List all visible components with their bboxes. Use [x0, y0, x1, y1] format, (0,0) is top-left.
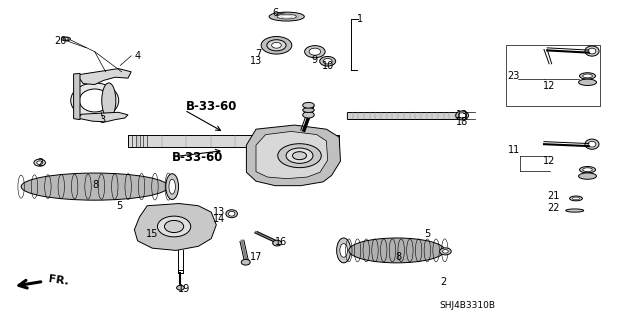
Ellipse shape [63, 38, 68, 40]
Ellipse shape [579, 173, 596, 179]
Text: 2: 2 [440, 277, 447, 287]
Bar [128, 135, 339, 147]
Text: 13: 13 [456, 110, 468, 120]
Ellipse shape [585, 46, 599, 56]
Ellipse shape [570, 196, 582, 201]
Ellipse shape [36, 161, 42, 165]
Ellipse shape [226, 210, 237, 218]
Ellipse shape [157, 216, 191, 237]
Text: B-33-60: B-33-60 [172, 152, 223, 164]
Text: 18: 18 [456, 117, 468, 127]
Ellipse shape [349, 238, 445, 263]
Ellipse shape [573, 197, 580, 200]
Text: 13: 13 [250, 56, 262, 66]
Text: SHJ4B3310B: SHJ4B3310B [439, 301, 495, 310]
Ellipse shape [169, 179, 175, 194]
Text: 2: 2 [37, 158, 44, 168]
Ellipse shape [588, 141, 596, 147]
Ellipse shape [34, 159, 45, 166]
Ellipse shape [309, 48, 321, 55]
Ellipse shape [70, 83, 119, 118]
Ellipse shape [61, 37, 70, 41]
Text: 13: 13 [213, 207, 225, 217]
Ellipse shape [440, 248, 451, 255]
Polygon shape [74, 73, 80, 120]
Text: 1: 1 [357, 14, 364, 24]
Ellipse shape [337, 238, 351, 263]
Ellipse shape [320, 56, 336, 66]
Text: 4: 4 [134, 51, 141, 61]
Ellipse shape [340, 244, 348, 257]
Ellipse shape [323, 59, 332, 64]
Ellipse shape [102, 83, 116, 118]
Polygon shape [77, 112, 128, 122]
Ellipse shape [588, 48, 596, 54]
Ellipse shape [583, 168, 593, 172]
Text: 8: 8 [93, 180, 99, 190]
Ellipse shape [164, 220, 184, 233]
Text: 17: 17 [250, 252, 262, 262]
Ellipse shape [269, 12, 305, 21]
Ellipse shape [21, 173, 168, 200]
Text: 9: 9 [312, 55, 318, 65]
Text: 5: 5 [424, 229, 431, 240]
Text: B-33-60: B-33-60 [186, 100, 237, 113]
Ellipse shape [585, 139, 599, 149]
Ellipse shape [566, 209, 584, 212]
Ellipse shape [303, 108, 314, 113]
Text: 8: 8 [396, 252, 402, 262]
Text: 6: 6 [272, 8, 278, 19]
Bar [506, 45, 600, 106]
Ellipse shape [303, 112, 314, 118]
Ellipse shape [272, 42, 282, 48]
Text: 3: 3 [99, 115, 106, 125]
Text: 12: 12 [543, 81, 555, 91]
Text: 14: 14 [213, 213, 225, 224]
Ellipse shape [580, 73, 595, 79]
Ellipse shape [177, 285, 184, 290]
Ellipse shape [166, 174, 179, 199]
Text: 15: 15 [146, 229, 158, 240]
Text: 20: 20 [54, 36, 67, 47]
Text: 19: 19 [178, 284, 190, 294]
Ellipse shape [286, 148, 313, 163]
Ellipse shape [292, 152, 307, 160]
Polygon shape [256, 131, 328, 179]
Text: 10: 10 [322, 61, 334, 71]
Ellipse shape [305, 46, 325, 58]
Polygon shape [134, 204, 216, 250]
Polygon shape [246, 125, 340, 186]
Text: 5: 5 [116, 201, 123, 211]
Ellipse shape [580, 167, 595, 173]
Bar [347, 112, 461, 119]
Text: 7: 7 [255, 49, 261, 59]
Text: 12: 12 [543, 156, 555, 166]
Ellipse shape [443, 249, 448, 253]
Ellipse shape [278, 144, 321, 168]
Ellipse shape [228, 211, 235, 216]
Ellipse shape [261, 36, 292, 54]
Ellipse shape [277, 14, 296, 19]
Text: 22: 22 [547, 203, 560, 213]
Text: 21: 21 [547, 191, 559, 201]
Text: 11: 11 [508, 145, 520, 155]
Polygon shape [77, 69, 131, 85]
Ellipse shape [458, 113, 466, 118]
Ellipse shape [79, 89, 110, 112]
Ellipse shape [303, 102, 314, 108]
Ellipse shape [241, 259, 250, 265]
Text: FR.: FR. [48, 274, 70, 287]
Text: 23: 23 [508, 71, 520, 81]
Ellipse shape [273, 240, 282, 246]
Ellipse shape [579, 79, 596, 85]
Ellipse shape [456, 111, 468, 120]
Ellipse shape [267, 40, 286, 51]
Text: 16: 16 [275, 237, 287, 247]
Ellipse shape [583, 74, 593, 78]
